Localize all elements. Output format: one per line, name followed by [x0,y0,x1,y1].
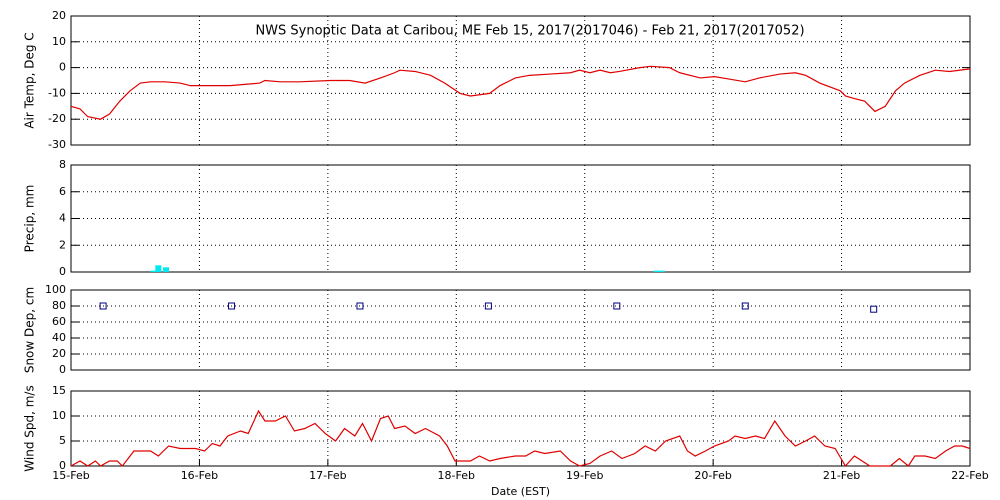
y-tick-label: 20 [52,347,66,360]
y-tick-label: 0 [59,61,66,74]
y-axis-label: Snow Dep, cm [23,287,37,373]
x-tick-label: 15-Feb [52,469,89,482]
point [99,302,107,310]
y-tick-label: 2 [59,238,66,251]
y-tick-label: 4 [59,212,66,225]
x-tick-label: 16-Feb [181,469,218,482]
y-tick-label: 10 [52,409,66,422]
point [228,302,236,310]
bar [653,270,660,272]
x-tick-label: 20-Feb [694,469,731,482]
y-tick-label: 10 [52,35,66,48]
x-axis-label: Date (EST) [491,485,550,498]
bar [658,270,665,272]
x-tick-label: 18-Feb [438,469,475,482]
y-tick-label: 0 [59,363,66,376]
y-tick-label: 8 [59,158,66,171]
x-tick-label: 19-Feb [566,469,603,482]
y-axis-label: Precip, mm [23,185,37,253]
point [484,302,492,310]
data-line [70,65,971,120]
y-tick-label: 0 [59,265,66,278]
y-tick-label: 40 [52,331,66,344]
bar [155,265,162,272]
plot-frame [70,164,971,273]
point [741,302,749,310]
y-tick-label: 100 [45,283,66,296]
x-tick-label: 22-Feb [951,469,988,482]
plot-frame [70,289,971,371]
y-tick-label: 20 [52,9,66,22]
y-tick-label: -20 [48,112,66,125]
y-tick-label: -10 [48,86,66,99]
plot-frame [70,390,971,467]
point [356,302,364,310]
x-tick-label: 17-Feb [309,469,346,482]
plot-frame [70,15,971,146]
bar [150,270,157,272]
point [613,302,621,310]
chart-title: NWS Synoptic Data at Caribou, ME Feb 15,… [255,24,804,39]
y-tick-label: 0 [59,459,66,472]
y-axis-label: Air Temp, Deg C [23,32,37,128]
point [870,305,878,313]
y-tick-label: 6 [59,185,66,198]
y-axis-label: Wind Spd, m/s [23,385,37,471]
data-line [70,409,971,468]
y-tick-label: 5 [59,434,66,447]
bar [163,267,170,272]
y-tick-label: -30 [48,138,66,151]
y-tick-label: 60 [52,315,66,328]
y-tick-label: 15 [52,384,66,397]
x-tick-label: 21-Feb [823,469,860,482]
y-tick-label: 80 [52,299,66,312]
